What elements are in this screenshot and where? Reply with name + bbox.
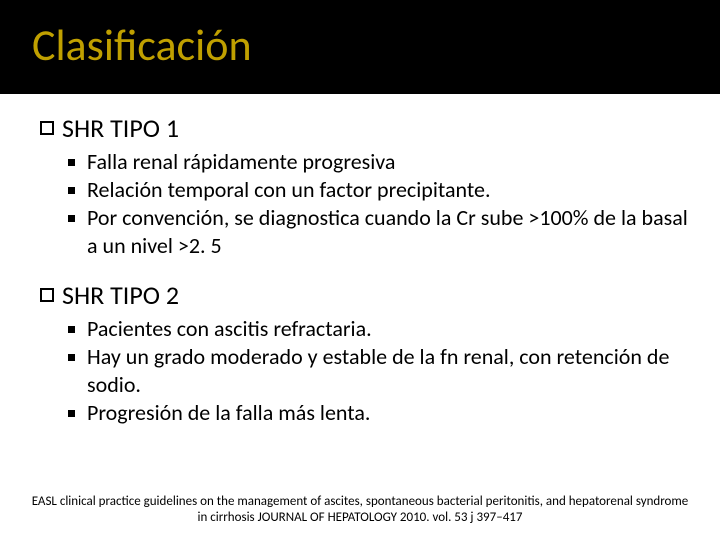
page-title: Clasificación (32, 18, 720, 72)
list-item: Falla renal rápidamente progresiva (68, 148, 688, 176)
section-1: SHR TIPO 1 Falla renal rápidamente progr… (40, 112, 688, 261)
citation-footer: EASL clinical practice guidelines on the… (0, 494, 720, 527)
content-area: SHR TIPO 1 Falla renal rápidamente progr… (0, 94, 720, 427)
section-2-title: SHR TIPO 2 (62, 279, 179, 311)
section-2-list: Pacientes con ascitis refractaria. Hay u… (40, 315, 688, 428)
square-bullet-icon (40, 121, 54, 135)
square-filled-bullet-icon (68, 187, 75, 194)
list-item: Hay un grado moderado y estable de la fn… (68, 343, 688, 399)
section-1-head: SHR TIPO 1 (40, 112, 688, 144)
square-filled-bullet-icon (68, 159, 75, 166)
list-item: Pacientes con ascitis refractaria. (68, 315, 688, 343)
item-text: Por convención, se diagnostica cuando la… (87, 204, 688, 260)
square-filled-bullet-icon (68, 354, 75, 361)
list-item: Relación temporal con un factor precipit… (68, 176, 688, 204)
square-filled-bullet-icon (68, 215, 75, 222)
section-1-list: Falla renal rápidamente progresiva Relac… (40, 148, 688, 261)
item-text: Falla renal rápidamente progresiva (87, 148, 688, 176)
item-text: Pacientes con ascitis refractaria. (87, 315, 688, 343)
square-filled-bullet-icon (68, 326, 75, 333)
title-bar: Clasificación (0, 0, 720, 94)
square-bullet-icon (40, 288, 54, 302)
item-text: Hay un grado moderado y estable de la fn… (87, 343, 688, 399)
list-item: Progresión de la falla más lenta. (68, 399, 688, 427)
section-2-head: SHR TIPO 2 (40, 279, 688, 311)
item-text: Relación temporal con un factor precipit… (87, 176, 688, 204)
section-1-title: SHR TIPO 1 (62, 112, 179, 144)
section-2: SHR TIPO 2 Pacientes con ascitis refract… (40, 279, 688, 428)
list-item: Por convención, se diagnostica cuando la… (68, 204, 688, 260)
square-filled-bullet-icon (68, 410, 75, 417)
item-text: Progresión de la falla más lenta. (87, 399, 688, 427)
